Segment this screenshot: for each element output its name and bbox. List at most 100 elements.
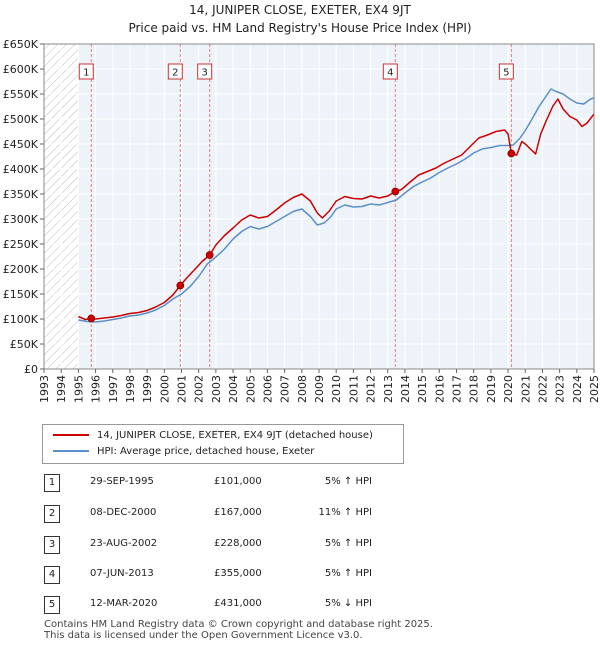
x-tick-label: 2012 [365,375,378,403]
sale-marker-box [167,63,183,80]
chart-subtitle: Price paid vs. HM Land Registry's House … [128,21,472,35]
sale-number-badge: 3 [44,536,60,554]
legend-label-hpi: HPI: Average price, detached house, Exet… [97,446,315,457]
sale-point [507,149,516,158]
sale-date: 23-AUG-2002 [90,538,158,549]
y-tick-label: £0 [24,363,38,376]
x-tick-label: 2008 [296,375,309,403]
sale-hpi-diff: 5% ↑ HPI [324,568,372,579]
sale-point [176,281,185,290]
x-tick-label: 2025 [588,375,600,403]
sale-hpi-diff: 5% ↑ HPI [324,538,372,549]
sale-marker-label: 4 [387,68,393,79]
legend-swatch-red [53,434,89,436]
x-tick-label: 2018 [468,375,481,403]
x-tick-label: 2023 [554,375,567,403]
x-tick-label: 2019 [485,375,498,403]
sale-price: £355,000 [214,568,262,579]
sale-marker-box [78,63,94,80]
x-tick-label: 2020 [502,375,515,403]
sale-number-badge: 2 [44,505,60,523]
table-row: 5 12-MAR-2020 £431,000 5% ↓ HPI [0,596,600,616]
sale-point [205,251,214,259]
footer-copyright: Contains HM Land Registry data © Crown c… [44,619,433,630]
footer-licence: This data is licensed under the Open Gov… [44,630,363,641]
x-tick-label: 2005 [244,375,257,403]
x-tick-label: 2014 [399,375,412,403]
x-tick-label: 2017 [451,375,464,403]
chart-title: 14, JUNIPER CLOSE, EXETER, EX4 9JT [189,3,411,17]
y-tick-label: £50K [10,338,39,351]
legend-swatch-blue [53,450,89,452]
legend: 14, JUNIPER CLOSE, EXETER, EX4 9JT (deta… [42,424,404,464]
x-tick-label: 2003 [210,375,223,403]
sale-price: £167,000 [214,507,262,518]
legend-label-price: 14, JUNIPER CLOSE, EXETER, EX4 9JT (deta… [97,430,373,441]
sale-date: 12-MAR-2020 [90,598,158,609]
x-tick-label: 1993 [38,375,51,403]
sale-marker-label: 1 [83,68,89,79]
x-tick-label: 2013 [382,375,395,403]
sale-marker-label: 3 [202,68,208,79]
x-tick-label: 1999 [141,375,154,403]
y-tick-label: £550K [3,88,39,101]
y-tick-label: £400K [3,163,39,176]
sale-marker-label: 5 [503,68,509,79]
sale-number-badge: 4 [44,566,60,584]
y-tick-label: £600K [3,63,39,76]
sale-number-badge: 1 [44,474,60,492]
y-tick-label: £450K [3,138,39,151]
sale-price: £228,000 [214,538,262,549]
x-tick-label: 2015 [416,375,429,403]
sale-date: 29-SEP-1995 [90,476,154,487]
x-tick-label: 2022 [536,375,549,403]
table-row: 4 07-JUN-2013 £355,000 5% ↑ HPI [0,566,600,586]
sale-point [87,314,96,323]
table-row: 3 23-AUG-2002 £228,000 5% ↑ HPI [0,536,600,556]
x-tick-label: 1994 [55,375,68,403]
x-tick-label: 1998 [124,375,137,403]
sale-price: £431,000 [214,598,262,609]
table-row: 1 29-SEP-1995 £101,000 5% ↑ HPI [0,474,600,494]
sale-hpi-diff: 5% ↑ HPI [324,476,372,487]
sale-price: £101,000 [214,476,262,487]
series-line-hpi [78,88,595,323]
y-tick-label: £200K [3,263,39,276]
sale-hpi-diff: 11% ↑ HPI [318,507,372,518]
x-tick-label: 2011 [347,375,360,403]
x-tick-label: 2000 [158,375,171,403]
y-tick-label: £500K [3,113,39,126]
price-chart: 1 2 3 4 5 £0 £50K £100K £150K £200K £250K £300K £350… [3,38,600,403]
y-tick-label: £300K [3,213,39,226]
x-tick-label: 1995 [72,375,85,403]
sale-marker-box [197,63,213,80]
sale-marker-label: 2 [172,68,178,79]
footer: Contains HM Land Registry data © Crown c… [44,619,433,641]
legend-item-price: 14, JUNIPER CLOSE, EXETER, EX4 9JT (deta… [53,428,373,444]
y-tick-label: £350K [3,188,39,201]
x-tick-label: 2009 [313,375,326,403]
x-tick-label: 2016 [433,375,446,403]
y-tick-label: £100K [3,313,39,326]
x-tick-label: 2021 [519,375,532,403]
sale-point [391,187,400,196]
x-tick-label: 2007 [279,375,292,403]
x-tick-label: 1996 [90,375,103,403]
x-tick-label: 2010 [330,375,343,403]
y-tick-label: £150K [3,288,39,301]
y-tick-label: £250K [3,238,39,251]
y-tick-label: £650K [3,38,39,51]
sale-date: 08-DEC-2000 [90,507,157,518]
x-tick-label: 2001 [176,375,189,403]
x-tick-label: 2006 [261,375,274,403]
legend-item-hpi: HPI: Average price, detached house, Exet… [53,444,314,460]
series-line-price [78,98,595,321]
x-tick-label: 1997 [107,375,120,403]
x-tick-label: 2024 [571,375,584,403]
sale-marker-box [498,63,514,80]
table-row: 2 08-DEC-2000 £167,000 11% ↑ HPI [0,505,600,525]
sale-hpi-diff: 5% ↓ HPI [324,598,372,609]
sale-date: 07-JUN-2013 [90,568,154,579]
sale-number-badge: 5 [44,596,60,614]
x-tick-label: 2004 [227,375,240,403]
